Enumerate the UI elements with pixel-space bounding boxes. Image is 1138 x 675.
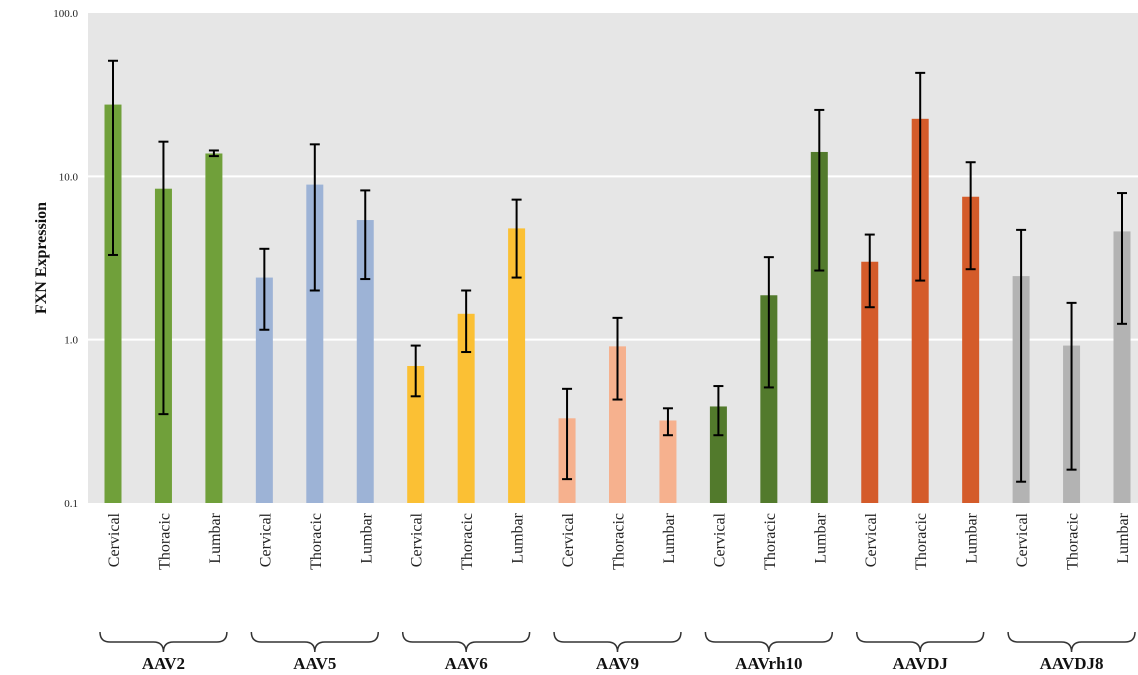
x-category-label: Cervical [711, 512, 728, 567]
group-brace [99, 631, 228, 653]
bar-AAV5-Cervical [255, 277, 273, 503]
x-category-label: Cervical [409, 512, 426, 567]
bar-AAVDJ-Thoracic [911, 118, 929, 504]
x-category-label: Lumbar [812, 512, 829, 563]
bar-AAV6-Thoracic [457, 313, 475, 503]
bar-AAV2-Cervical [104, 104, 122, 504]
group-label-AAVDJ: AAVDJ [892, 654, 948, 673]
y-tick-label: 1.0 [64, 335, 78, 347]
bar-AAVDJ8-Lumbar [1113, 231, 1131, 504]
x-category-label: Lumbar [661, 512, 678, 563]
group-label-AAV9: AAV9 [596, 654, 639, 673]
group-label-AAV6: AAV6 [445, 654, 488, 673]
bar-AAVDJ-Cervical [861, 261, 879, 503]
x-category-label: Thoracic [1065, 513, 1082, 570]
group-brace [250, 631, 379, 653]
x-category-label: Lumbar [358, 512, 375, 563]
bar-AAV6-Lumbar [508, 228, 526, 503]
x-category-label: Cervical [1014, 512, 1031, 567]
group-brace [1007, 631, 1136, 653]
bar-AAV9-Thoracic [609, 346, 626, 503]
x-category-label: Lumbar [207, 512, 224, 563]
x-category-label: Lumbar [510, 512, 527, 563]
bar-AAV5-Thoracic [306, 184, 324, 504]
group-label-AAVrh10: AAVrh10 [735, 654, 802, 673]
bar-AAV6-Cervical [407, 365, 425, 503]
bar-AAVrh10-Thoracic [760, 295, 778, 503]
x-category-label: Cervical [257, 512, 274, 567]
y-axis-title: FXN Expression [33, 202, 50, 314]
x-category-label: Lumbar [964, 512, 981, 563]
group-label-AAV5: AAV5 [293, 654, 336, 673]
group-label-AAV2: AAV2 [142, 654, 185, 673]
x-category-label: Cervical [106, 512, 123, 567]
x-category-label: Thoracic [156, 513, 173, 570]
x-category-label: Thoracic [459, 513, 476, 570]
y-tick-label: 0.1 [64, 498, 78, 510]
y-tick-label: 100.0 [53, 8, 78, 20]
x-category-label: Thoracic [611, 513, 628, 570]
x-category-label: Thoracic [762, 513, 779, 570]
x-category-label: Lumbar [1115, 512, 1132, 563]
y-tick-label: 10.0 [59, 171, 79, 183]
bar-AAV5-Lumbar [356, 220, 374, 503]
bar-AAVrh10-Cervical [709, 406, 727, 503]
group-brace [856, 631, 985, 653]
bar-AAVrh10-Lumbar [810, 151, 828, 503]
x-category-label: Thoracic [308, 513, 325, 570]
x-category-label: Cervical [863, 512, 880, 567]
bar-AAV2-Lumbar [205, 153, 223, 503]
bar-AAVDJ-Lumbar [962, 196, 980, 503]
x-category-label: Thoracic [913, 513, 930, 570]
group-brace [704, 631, 834, 653]
group-label-AAVDJ8: AAVDJ8 [1040, 654, 1104, 673]
group-brace [553, 631, 682, 653]
bar-AAV9-Lumbar [659, 420, 677, 503]
group-brace [401, 631, 531, 653]
x-category-label: Cervical [560, 512, 577, 567]
